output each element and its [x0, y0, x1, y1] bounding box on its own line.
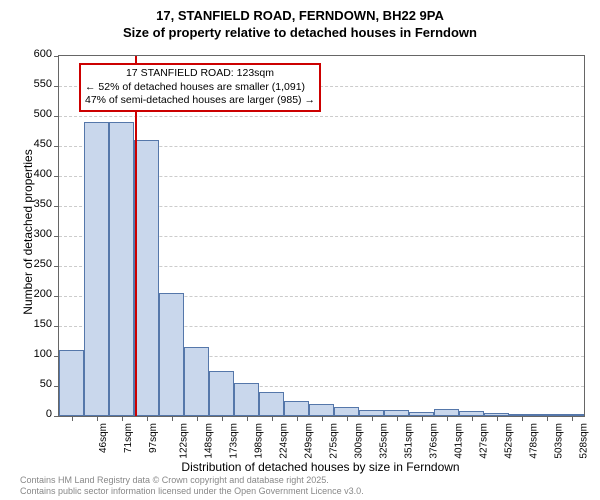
y-tick-mark — [54, 206, 59, 207]
x-tick-mark — [247, 416, 248, 421]
chart-container: 17, STANFIELD ROAD, FERNDOWN, BH22 9PA S… — [0, 0, 600, 500]
x-tick-mark — [372, 416, 373, 421]
histogram-bar — [434, 409, 459, 416]
x-tick-mark — [222, 416, 223, 421]
y-tick-label: 200 — [22, 288, 52, 300]
annotation-line: 47% of semi-detached houses are larger (… — [85, 94, 315, 108]
y-tick-mark — [54, 236, 59, 237]
x-tick-mark — [322, 416, 323, 421]
y-tick-label: 400 — [22, 168, 52, 180]
x-tick-label: 275sqm — [328, 423, 339, 459]
y-tick-label: 250 — [22, 258, 52, 270]
x-tick-label: 198sqm — [253, 423, 264, 459]
histogram-bar — [209, 371, 234, 416]
x-tick-label: 351sqm — [403, 423, 414, 459]
histogram-bar — [309, 404, 334, 416]
x-tick-mark — [297, 416, 298, 421]
histogram-bar — [59, 350, 84, 416]
y-tick-label: 0 — [22, 408, 52, 420]
y-tick-mark — [54, 416, 59, 417]
y-tick-mark — [54, 86, 59, 87]
x-tick-mark — [447, 416, 448, 421]
histogram-bar — [109, 122, 134, 416]
y-tick-label: 50 — [22, 378, 52, 390]
x-tick-mark — [422, 416, 423, 421]
histogram-bar — [159, 293, 184, 416]
x-tick-label: 224sqm — [278, 423, 289, 459]
grid-line — [59, 116, 584, 117]
x-tick-label: 173sqm — [228, 423, 239, 459]
x-tick-label: 300sqm — [353, 423, 364, 459]
x-tick-mark — [472, 416, 473, 421]
x-tick-label: 478sqm — [528, 423, 539, 459]
y-tick-label: 150 — [22, 318, 52, 330]
y-tick-label: 450 — [22, 138, 52, 150]
x-tick-label: 528sqm — [578, 423, 589, 459]
y-tick-label: 500 — [22, 108, 52, 120]
x-tick-label: 249sqm — [303, 423, 314, 459]
histogram-bar — [234, 383, 259, 416]
x-tick-label: 427sqm — [478, 423, 489, 459]
x-tick-label: 503sqm — [553, 423, 564, 459]
x-tick-mark — [122, 416, 123, 421]
x-tick-label: 97sqm — [148, 423, 159, 453]
annotation-line: ← 52% of detached houses are smaller (1,… — [85, 81, 315, 95]
x-tick-mark — [522, 416, 523, 421]
y-tick-label: 550 — [22, 78, 52, 90]
x-tick-mark — [97, 416, 98, 421]
y-tick-label: 600 — [22, 48, 52, 60]
y-tick-mark — [54, 176, 59, 177]
histogram-bar — [84, 122, 109, 416]
x-tick-label: 401sqm — [453, 423, 464, 459]
y-tick-mark — [54, 56, 59, 57]
annotation-box: 17 STANFIELD ROAD: 123sqm← 52% of detach… — [79, 63, 321, 112]
x-tick-label: 148sqm — [203, 423, 214, 459]
histogram-bar — [184, 347, 209, 416]
x-tick-mark — [72, 416, 73, 421]
chart-title: 17, STANFIELD ROAD, FERNDOWN, BH22 9PA — [0, 0, 600, 23]
x-tick-mark — [572, 416, 573, 421]
y-tick-mark — [54, 296, 59, 297]
x-tick-label: 452sqm — [503, 423, 514, 459]
footer-line-1: Contains HM Land Registry data © Crown c… — [20, 475, 364, 486]
histogram-bar — [134, 140, 159, 416]
x-tick-mark — [172, 416, 173, 421]
x-tick-label: 325sqm — [378, 423, 389, 459]
x-tick-mark — [397, 416, 398, 421]
y-tick-mark — [54, 146, 59, 147]
chart-plot-area: 17 STANFIELD ROAD: 123sqm← 52% of detach… — [58, 55, 585, 417]
histogram-bar — [259, 392, 284, 416]
x-axis-label: Distribution of detached houses by size … — [58, 460, 583, 474]
footer-attribution: Contains HM Land Registry data © Crown c… — [20, 475, 364, 497]
x-tick-mark — [497, 416, 498, 421]
histogram-bar — [334, 407, 359, 416]
x-tick-mark — [547, 416, 548, 421]
histogram-bar — [284, 401, 309, 416]
x-tick-mark — [147, 416, 148, 421]
annotation-line: 17 STANFIELD ROAD: 123sqm — [85, 67, 315, 81]
x-tick-label: 122sqm — [178, 423, 189, 459]
footer-line-2: Contains public sector information licen… — [20, 486, 364, 497]
x-tick-mark — [272, 416, 273, 421]
x-tick-label: 71sqm — [123, 423, 134, 453]
y-tick-mark — [54, 266, 59, 267]
y-tick-label: 100 — [22, 348, 52, 360]
y-tick-label: 300 — [22, 228, 52, 240]
y-tick-mark — [54, 326, 59, 327]
y-tick-mark — [54, 116, 59, 117]
x-tick-label: 376sqm — [428, 423, 439, 459]
x-tick-mark — [197, 416, 198, 421]
x-tick-mark — [347, 416, 348, 421]
y-tick-label: 350 — [22, 198, 52, 210]
x-tick-label: 46sqm — [98, 423, 109, 453]
chart-subtitle: Size of property relative to detached ho… — [0, 25, 600, 40]
